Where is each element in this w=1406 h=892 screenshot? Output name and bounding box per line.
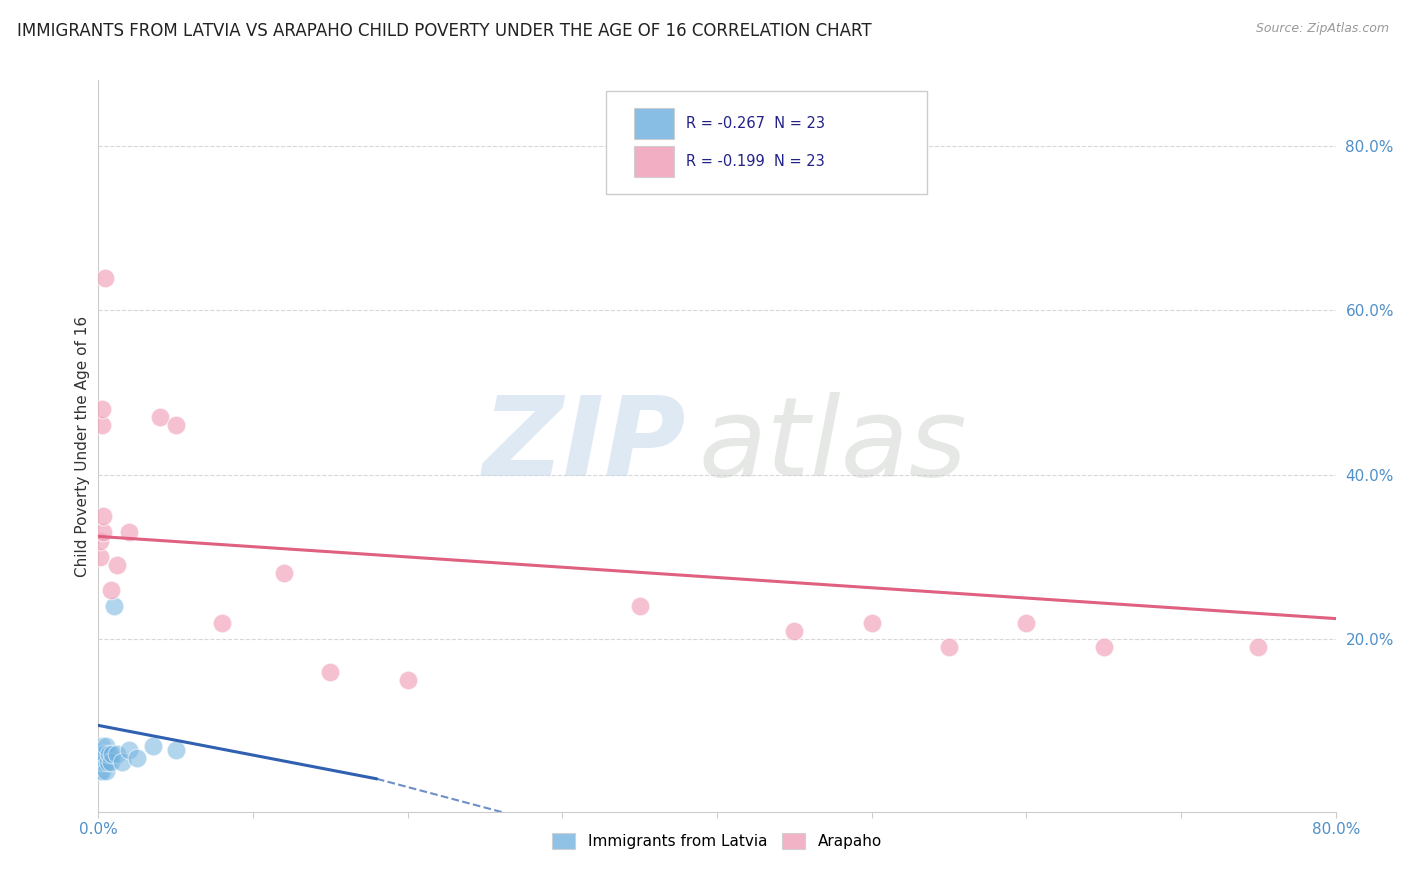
Point — [91, 525, 114, 540]
Text: Source: ZipAtlas.com: Source: ZipAtlas.com — [1256, 22, 1389, 36]
Point — [89, 764, 111, 778]
Point — [91, 756, 114, 770]
Point — [1092, 640, 1115, 655]
Point — [89, 549, 111, 564]
Point — [103, 599, 125, 614]
Text: ZIP: ZIP — [482, 392, 686, 500]
Point — [111, 756, 132, 770]
Point — [1247, 640, 1270, 655]
Text: IMMIGRANTS FROM LATVIA VS ARAPAHO CHILD POVERTY UNDER THE AGE OF 16 CORRELATION : IMMIGRANTS FROM LATVIA VS ARAPAHO CHILD … — [17, 22, 872, 40]
Point — [93, 756, 115, 770]
Point — [101, 747, 124, 762]
Point — [98, 747, 121, 762]
Point — [89, 756, 111, 770]
Point — [89, 747, 111, 762]
Point — [319, 665, 342, 679]
Point — [91, 747, 114, 762]
Point — [100, 756, 122, 770]
Point — [100, 582, 122, 597]
Point — [89, 533, 111, 548]
Text: R = -0.267  N = 23: R = -0.267 N = 23 — [686, 116, 825, 130]
FancyBboxPatch shape — [606, 91, 928, 194]
Legend: Immigrants from Latvia, Arapaho: Immigrants from Latvia, Arapaho — [547, 827, 887, 855]
FancyBboxPatch shape — [634, 146, 673, 178]
FancyBboxPatch shape — [634, 108, 673, 138]
Point — [273, 566, 295, 581]
Point — [127, 751, 149, 765]
Point — [118, 525, 141, 540]
Text: atlas: atlas — [699, 392, 967, 500]
Point — [93, 747, 115, 762]
Point — [396, 673, 419, 688]
Point — [90, 739, 112, 753]
Point — [165, 743, 187, 757]
Point — [783, 624, 806, 638]
Point — [96, 739, 118, 753]
Point — [105, 558, 128, 573]
Point — [149, 410, 172, 425]
Text: R = -0.199  N = 23: R = -0.199 N = 23 — [686, 154, 825, 169]
Point — [860, 615, 883, 630]
Point — [105, 747, 128, 762]
Point — [91, 508, 114, 523]
Point — [97, 756, 120, 770]
Point — [90, 764, 112, 778]
Point — [90, 402, 112, 417]
Point — [628, 599, 651, 614]
Point — [118, 743, 141, 757]
Point — [938, 640, 960, 655]
Y-axis label: Child Poverty Under the Age of 16: Child Poverty Under the Age of 16 — [75, 316, 90, 576]
Point — [141, 739, 165, 753]
Point — [93, 270, 115, 285]
Point — [211, 615, 233, 630]
Point — [1015, 615, 1038, 630]
Point — [90, 756, 112, 770]
Point — [165, 418, 187, 433]
Point — [90, 418, 112, 433]
Point — [96, 764, 118, 778]
